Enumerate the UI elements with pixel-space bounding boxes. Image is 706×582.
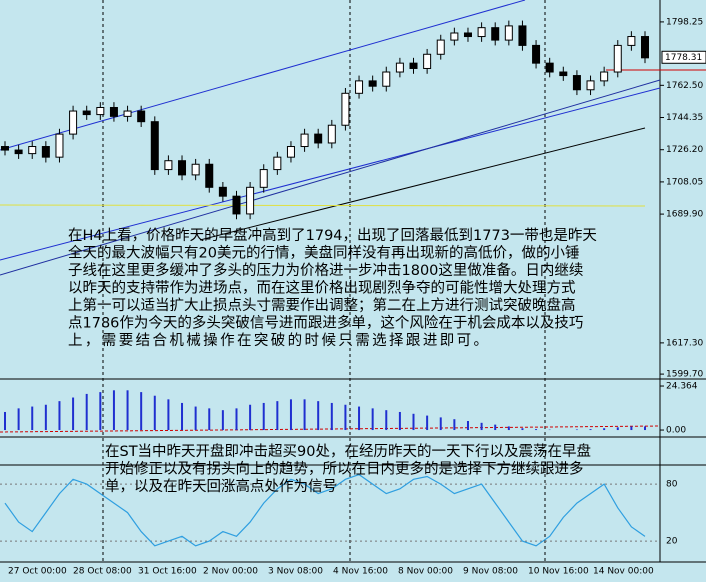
y-tick-label: 1762.50 — [666, 81, 703, 91]
candle-body — [109, 106, 118, 117]
candle-body — [218, 186, 227, 197]
candle-body — [123, 110, 132, 117]
x-tick-label: 31 Oct 16:00 — [138, 567, 197, 577]
candle-body — [600, 71, 609, 82]
y-tick-label: 80 — [666, 480, 678, 490]
x-tick-label: 14 Nov 00:00 — [593, 567, 654, 577]
candle-body — [572, 75, 581, 91]
annotation-line: 单，以及在昨天回涨高点处作为信号 — [105, 478, 337, 495]
candle-body — [341, 92, 350, 126]
candle-body — [164, 160, 173, 171]
macd-signal — [0, 425, 661, 433]
candle-body — [41, 146, 50, 158]
candle-body — [205, 163, 214, 188]
stochastic-line — [4, 473, 646, 547]
y-tick-label: 1726.20 — [666, 145, 703, 155]
candle-body — [355, 80, 364, 94]
channel-line — [0, 79, 661, 276]
price-box — [661, 50, 706, 64]
annotation-line: 子线在这里更多缓冲了多头的压力为价格进一步冲击1800这里做准备。日内继续 — [68, 262, 583, 279]
candle-body — [450, 32, 459, 41]
x-tick-label: 27 Oct 00:00 — [8, 567, 67, 577]
y-tick-label: 24.364 — [666, 382, 698, 392]
candle-body — [28, 146, 37, 155]
candle-body — [96, 106, 105, 116]
y-tick-label: 1689.90 — [666, 210, 703, 220]
candle-body — [463, 32, 472, 38]
candle-body — [423, 53, 432, 69]
annotation-line: 在H4上看，价格昨天的早盘冲高到了1794，出现了回落最低到1773一带也是昨天 — [68, 226, 597, 244]
candle-body — [286, 146, 295, 158]
candle-body — [477, 27, 486, 38]
annotation-line: 点1786作为今天的多头突破信号进而跟进多单，这个风险在于机会成本以及技巧 — [68, 315, 583, 332]
annotation-line: 以昨天的支持带作为进场点，而在这里价格出现剧烈争夺的可能性增大处理方式 — [68, 279, 576, 297]
y-tick-label: 1599.70 — [666, 370, 703, 380]
x-tick-label: 2 Nov 00:00 — [203, 567, 258, 577]
candle-body — [178, 160, 187, 176]
candle-body — [504, 25, 513, 41]
candle-body — [137, 110, 146, 123]
x-tick-label: 9 Nov 08:00 — [463, 567, 518, 577]
panel-borders — [0, 0, 706, 563]
candle-body — [395, 62, 404, 73]
x-tick-label: 8 Nov 00:00 — [398, 567, 453, 577]
candle-body — [613, 44, 622, 73]
candle-body — [14, 149, 23, 155]
annotation-line: 在ST当中昨天开盘即冲击超买90处，在经历昨天的一天下行以及震荡在早盘 — [105, 442, 591, 460]
candle-body — [382, 71, 391, 87]
y-tick-label: 1617.30 — [666, 338, 703, 348]
period-separators — [102, 0, 546, 562]
candle-body — [532, 44, 541, 64]
candle-body — [1, 146, 9, 151]
y-tick-label: 1744.35 — [666, 113, 703, 123]
candle-body — [300, 133, 309, 148]
candle-body — [273, 156, 282, 171]
y-tick-label: 0.00 — [666, 426, 686, 436]
candle-body — [55, 133, 64, 158]
channel-line — [0, 0, 526, 151]
candle-body — [259, 169, 268, 188]
dynamic: 1798.25 1762.50 1744.35 1726.20 1708.05 1689.… — [0, 17, 706, 577]
candle-body — [491, 27, 500, 41]
annotation-line: 全天的最大波幅只有20美元的行情，美盘同样没有再出现新的高低价，做的小锤 — [68, 244, 579, 262]
candle-body — [545, 62, 554, 73]
candle-body — [232, 195, 241, 215]
candle-body — [327, 124, 336, 144]
candle-body — [82, 110, 91, 116]
annotation-line: 上，需要结合机械操作在突破的时候只需选择跟进即可。 — [68, 332, 488, 349]
candle-body — [368, 80, 377, 87]
y-tick-label: 1798.25 — [666, 17, 703, 27]
x-tick-label: 4 Nov 16:00 — [333, 567, 388, 577]
y-tick-label: 20 — [666, 537, 678, 547]
candle-body — [150, 121, 159, 171]
x-tick-label: 28 Oct 08:00 — [73, 567, 132, 577]
candle-body — [69, 110, 78, 135]
candle-body — [559, 71, 568, 77]
candle-body — [246, 186, 255, 215]
x-tick-label: 10 Nov 16:00 — [528, 567, 589, 577]
channel-line — [0, 87, 661, 261]
trend-lines — [0, 0, 706, 433]
ma-line — [199, 127, 646, 241]
candle-body — [314, 133, 323, 144]
y-tick-label: 1708.05 — [666, 177, 703, 187]
candle-body — [436, 39, 445, 55]
x-tick-label: 3 Nov 08:00 — [268, 567, 323, 577]
annotation-line: 上第一可以适当扩大止损点头寸需要作出调整；第二在上方进行测试突破晚盘高 — [68, 296, 576, 314]
ma-line — [0, 204, 646, 207]
candle-body — [409, 62, 418, 69]
annotation-line: 开始修正以及有拐头向上的趋势，所以在日内更多的是选择下方继续跟进多 — [105, 461, 584, 478]
candle-body — [627, 36, 636, 46]
candle-body — [518, 25, 527, 46]
candle-body — [586, 80, 595, 91]
candle-body — [641, 36, 649, 59]
last-price-label: 1778.31 — [665, 53, 702, 63]
candle-body — [191, 163, 200, 176]
